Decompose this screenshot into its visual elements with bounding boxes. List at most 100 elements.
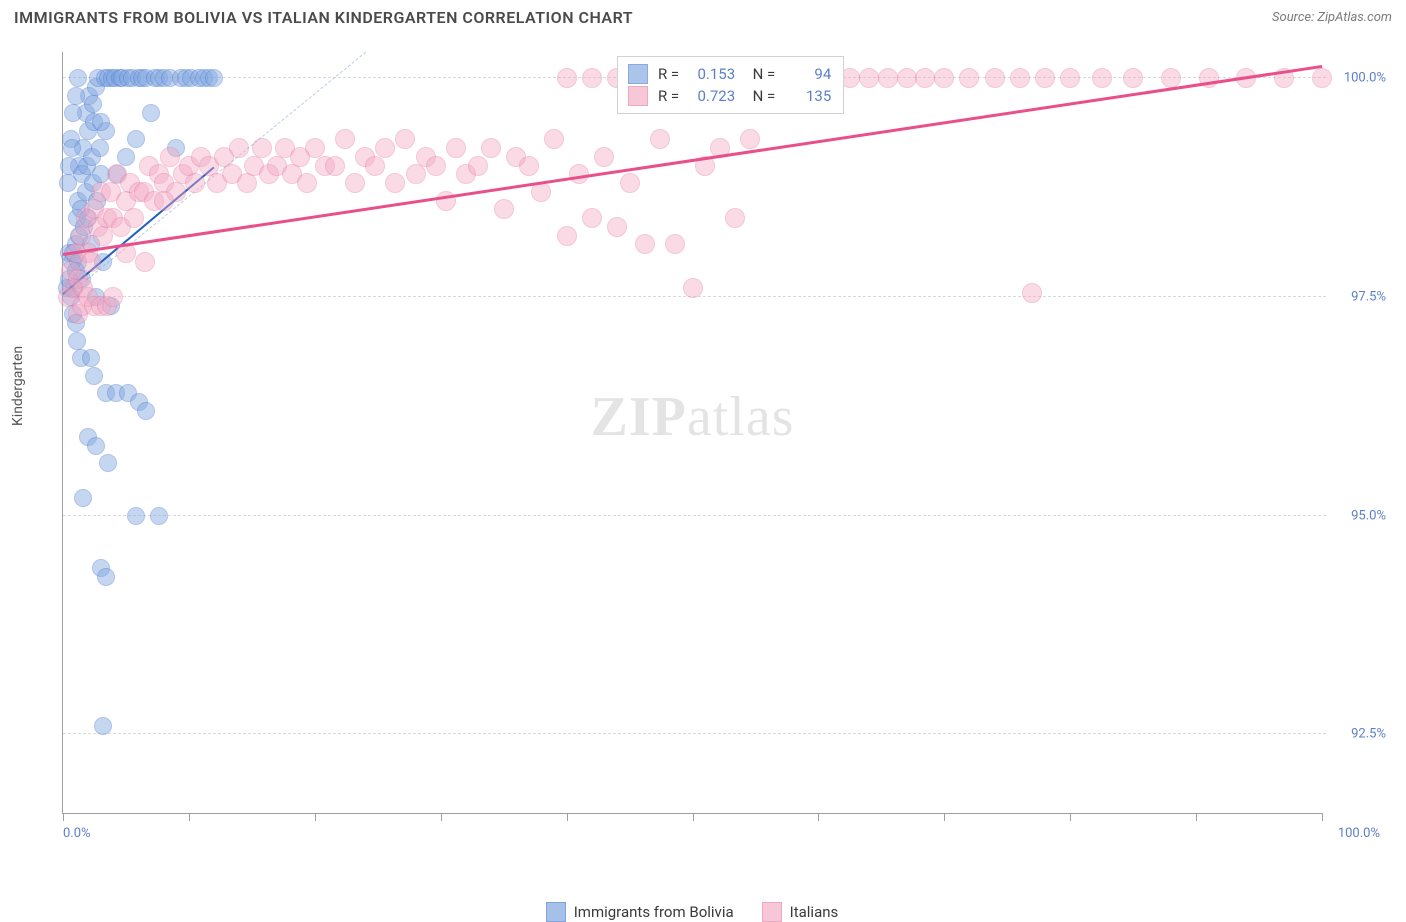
bolivia-trendline xyxy=(62,166,214,294)
legend-label: Immigrants from Bolivia xyxy=(574,903,734,921)
bolivia-point xyxy=(72,200,90,218)
italians-point xyxy=(282,164,302,184)
italians-point xyxy=(267,156,287,176)
italians-point xyxy=(959,68,979,88)
bolivia-point xyxy=(92,113,110,131)
italians-point xyxy=(395,129,415,149)
bolivia-point xyxy=(117,148,135,166)
italians-point xyxy=(456,164,476,184)
italians-point xyxy=(985,68,1005,88)
italians-point xyxy=(97,208,117,228)
bolivia-point xyxy=(96,69,114,87)
bolivia-point xyxy=(79,209,97,227)
bolivia-point xyxy=(130,393,148,411)
bolivia-point xyxy=(60,157,78,175)
bolivia-point xyxy=(91,139,109,157)
italians-point xyxy=(207,173,227,193)
italians-point xyxy=(934,68,954,88)
watermark: ZIPatlas xyxy=(591,385,795,449)
italians-point xyxy=(88,217,108,237)
bolivia-point xyxy=(74,489,92,507)
bolivia-point xyxy=(146,69,164,87)
bolivia-point xyxy=(69,253,87,271)
italians-point xyxy=(594,147,614,167)
italians-point xyxy=(665,234,685,254)
italians-point xyxy=(365,156,385,176)
italians-point xyxy=(506,147,526,167)
italians-point xyxy=(1123,68,1143,88)
chart-container: Kindergarten ZIPatlas 92.5%95.0%97.5%100… xyxy=(14,40,1392,872)
bolivia-point xyxy=(137,69,155,87)
italians-point xyxy=(740,129,760,149)
italians-point xyxy=(468,156,488,176)
legend-bottom: Immigrants from Bolivia Italians xyxy=(62,902,1322,922)
bolivia-point xyxy=(74,139,92,157)
bolivia-point xyxy=(155,69,173,87)
bolivia-point xyxy=(97,568,115,586)
italians-point xyxy=(149,164,169,184)
bolivia-point xyxy=(150,69,168,87)
italians-point xyxy=(878,68,898,88)
italians-point xyxy=(635,234,655,254)
x-tick xyxy=(189,813,190,821)
bolivia-point xyxy=(87,437,105,455)
italians-point xyxy=(607,217,627,237)
bolivia-point xyxy=(200,69,218,87)
italians-point xyxy=(111,217,131,237)
bolivia-point xyxy=(80,87,98,105)
italians-point xyxy=(139,156,159,176)
italians-point xyxy=(91,296,111,316)
italians-point xyxy=(385,173,405,193)
italians-point xyxy=(120,173,140,193)
bolivia-point xyxy=(94,717,112,735)
x-tick xyxy=(944,813,945,821)
italians-point xyxy=(494,199,514,219)
y-tick-label: 92.5% xyxy=(1328,727,1386,742)
italians-point xyxy=(160,147,180,167)
italians-point xyxy=(620,173,640,193)
bolivia-point xyxy=(70,157,88,175)
bolivia-point xyxy=(87,78,105,96)
x-tick xyxy=(1070,813,1071,821)
bolivia-point xyxy=(167,139,185,157)
italians-point xyxy=(325,156,345,176)
bolivia-point xyxy=(73,165,91,183)
italians-point xyxy=(84,296,104,316)
bolivia-point xyxy=(123,69,141,87)
italians-point xyxy=(650,129,670,149)
bolivia-point xyxy=(102,297,120,315)
bolivia-point xyxy=(92,165,110,183)
italians-point xyxy=(68,304,88,324)
stats-legend-row: R =0.153 N =94 xyxy=(628,63,831,85)
italians-point xyxy=(1010,68,1030,88)
italians-point xyxy=(116,191,136,211)
italians-point xyxy=(355,147,375,167)
bolivia-point xyxy=(113,69,131,87)
diagonal-guide xyxy=(75,52,365,289)
y-tick-label: 100.0% xyxy=(1328,71,1386,86)
bolivia-point xyxy=(83,148,101,166)
italians-point xyxy=(519,156,539,176)
italians-point xyxy=(124,208,144,228)
legend-label: Italians xyxy=(790,903,839,921)
italians-point xyxy=(481,138,501,158)
italians-point xyxy=(305,138,325,158)
italians-point xyxy=(406,164,426,184)
italians-point xyxy=(544,129,564,149)
bolivia-point xyxy=(97,122,115,140)
x-tick xyxy=(818,813,819,821)
bolivia-point xyxy=(77,104,95,122)
bolivia-point xyxy=(142,104,160,122)
italians-point xyxy=(134,182,154,202)
bolivia-point xyxy=(64,104,82,122)
bolivia-point xyxy=(106,69,124,87)
bolivia-point xyxy=(88,192,106,210)
bolivia-point xyxy=(103,69,121,87)
bolivia-point xyxy=(172,69,190,87)
italians-point xyxy=(897,68,917,88)
bolivia-point xyxy=(70,227,88,245)
italians-point xyxy=(345,173,365,193)
italians-point xyxy=(191,147,211,167)
legend-swatch xyxy=(546,902,566,922)
italians-point xyxy=(129,182,149,202)
